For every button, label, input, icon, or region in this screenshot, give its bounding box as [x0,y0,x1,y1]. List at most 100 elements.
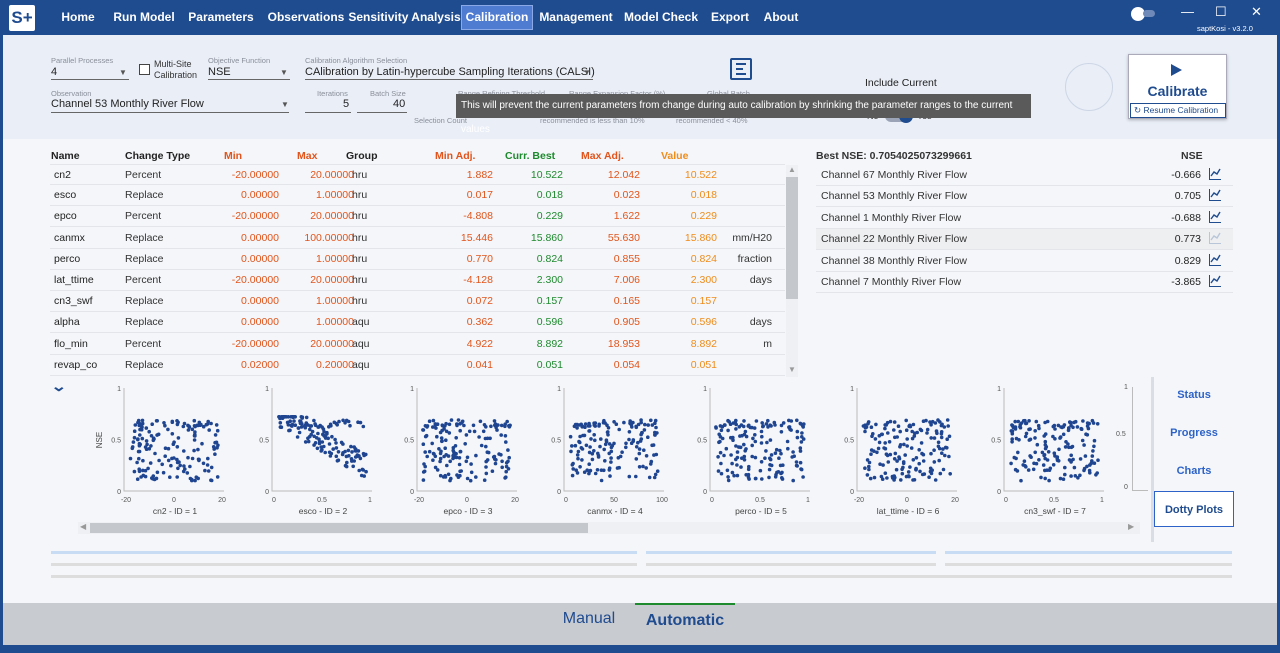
theme-toggle[interactable] [1143,10,1155,17]
plot-point [607,451,611,456]
plot-point [734,418,738,423]
menu-home[interactable]: Home [61,10,95,24]
nse-row[interactable]: Channel 1 Monthly River Flow -0.688 [816,208,1233,229]
plot-point [334,441,338,445]
plot-point [919,441,924,445]
resume-calibration-button[interactable]: ↻ Resume Calibration [1130,103,1226,118]
menu-management[interactable]: Management [539,10,613,24]
algorithm-select[interactable]: CAlibration by Latin-hypercube Sampling … [305,66,595,78]
plot-point [141,473,146,478]
plot-point [175,460,180,465]
nse-row-name: Channel 22 Monthly River Flow [821,233,967,246]
table-row[interactable]: cn2 Percent -20.00000 20.00000 hru 1.882 10.52… [50,164,785,185]
menu-observations[interactable]: Observations [267,10,345,24]
iterations-label: Iterations [317,89,348,98]
plots-scroll-thumb[interactable] [90,523,588,533]
plot-point [873,437,878,441]
line-chart-icon[interactable] [1209,232,1221,245]
table-row[interactable]: flo_min Percent -20.00000 20.00000 aqu 4.922 8… [50,334,785,355]
menu-run-model[interactable]: Run Model [113,10,175,24]
table-row[interactable]: epco Percent -20.00000 20.00000 hru -4.808 0.2… [50,206,785,228]
menu-sensitivity-analysis[interactable]: Sensitivity Analysis [348,10,461,24]
plot-point [361,468,365,472]
table-row[interactable]: cn3_swf Replace 0.00000 1.00000 hru 0.072 0.15… [50,291,785,313]
iterations-input[interactable]: 5 [343,98,350,110]
plot-point [879,474,884,479]
plot-point [893,435,897,440]
cell-value: 8.892 [690,337,717,350]
menu-export[interactable]: Export [710,10,749,24]
table-row[interactable]: revap_co Replace 0.02000 0.20000 aqu 0.041 0.0… [50,355,785,376]
maximize-icon[interactable]: ☐ [1215,4,1227,19]
plot-point [801,437,806,441]
cell-min-adj: 1.882 [466,169,493,181]
observation-select[interactable]: Channel 53 Monthly River Flow [51,98,204,110]
nse-row[interactable]: Channel 22 Monthly River Flow 0.773 [816,229,1233,251]
algorithm-info-icon[interactable] [730,58,752,80]
table-row[interactable]: alpha Replace 0.00000 1.00000 aqu 0.362 0.596 0… [50,312,785,334]
tab-manual[interactable]: Manual [562,610,616,627]
table-row[interactable]: lat_ttime Percent -20.00000 20.00000 hru -4.1… [50,270,785,291]
scrollbar-thumb[interactable] [786,177,798,299]
chevron-down-icon[interactable]: ▼ [280,68,288,77]
table-row[interactable]: perco Replace 0.00000 1.00000 hru 0.770 0.824 0… [50,249,785,270]
plot-point [739,423,744,427]
plot-point [490,469,495,473]
minimize-icon[interactable]: — [1181,4,1194,19]
cell-param-name: revap_co [54,358,98,371]
plot-point [163,454,167,458]
plot-point [1085,421,1090,425]
menu-model-check[interactable]: Model Check [623,10,698,24]
line-chart-icon[interactable] [1209,253,1221,266]
plot-point [435,468,440,472]
line-chart-icon[interactable] [1209,168,1221,180]
table-row[interactable]: canmx Replace 0.00000 100.00000 hru 15.446 15.… [50,228,785,249]
line-chart-icon[interactable] [1209,189,1221,202]
parallel-select[interactable]: 4 [51,66,58,78]
nse-row[interactable]: Channel 67 Monthly River Flow -0.666 [816,165,1233,186]
table-scrollbar[interactable]: ▲ ▼ [786,165,798,377]
plot-point [302,424,307,428]
chevron-down-icon[interactable]: ▼ [583,68,591,77]
tab-dotty-plots[interactable]: Dotty Plots [1154,491,1234,527]
tab-progress[interactable]: Progress [1170,427,1218,439]
table-row[interactable]: esco Replace 0.00000 1.00000 hru 0.017 0.018 0.… [50,185,785,207]
calibrate-button[interactable]: Calibrate ↻ Resume Calibration [1128,54,1227,119]
cell-curr-best: 2.300 [536,274,563,286]
batch-input[interactable]: 40 [393,98,406,110]
plot-point [933,478,938,482]
plot-point [201,461,206,466]
menu-parameters[interactable]: Parameters [188,10,254,24]
plot-point [750,425,754,430]
plot-point [947,454,951,459]
menu-about[interactable]: About [763,10,799,24]
line-chart-icon[interactable] [1209,275,1221,287]
chevron-down-icon[interactable]: ▼ [281,100,289,109]
y-tick-label: 0.5 [551,438,561,445]
plot-point [300,416,304,420]
plots-scrollbar[interactable]: ◀ ▶ [78,522,1140,534]
line-chart-icon[interactable] [1209,210,1221,223]
plot-point [437,447,441,451]
nse-row[interactable]: Channel 38 Monthly River Flow 0.829 [816,251,1233,272]
nse-row[interactable]: Channel 53 Monthly River Flow 0.705 [816,186,1233,208]
menu-calibration[interactable]: Calibration [461,5,533,30]
tab-status[interactable]: Status [1177,389,1211,401]
plot-point [277,415,281,419]
plot-point [917,448,921,452]
close-icon[interactable]: ✕ [1251,4,1262,19]
multisite-checkbox[interactable] [139,64,150,75]
plot-point [599,437,603,441]
collapse-chevron-icon[interactable]: ⌄ [50,378,68,394]
objective-select[interactable]: NSE [208,66,231,78]
tab-charts[interactable]: Charts [1176,465,1212,477]
plot-point [582,433,587,438]
theme-icon[interactable] [1131,7,1145,21]
tab-automatic[interactable]: Automatic [635,603,735,635]
chevron-down-icon[interactable]: ▼ [119,68,127,77]
plot-point [455,473,459,477]
plot-point [753,476,758,481]
plot-point [800,431,804,435]
plot-point [644,466,648,470]
nse-row[interactable]: Channel 7 Monthly River Flow -3.865 [816,272,1233,293]
